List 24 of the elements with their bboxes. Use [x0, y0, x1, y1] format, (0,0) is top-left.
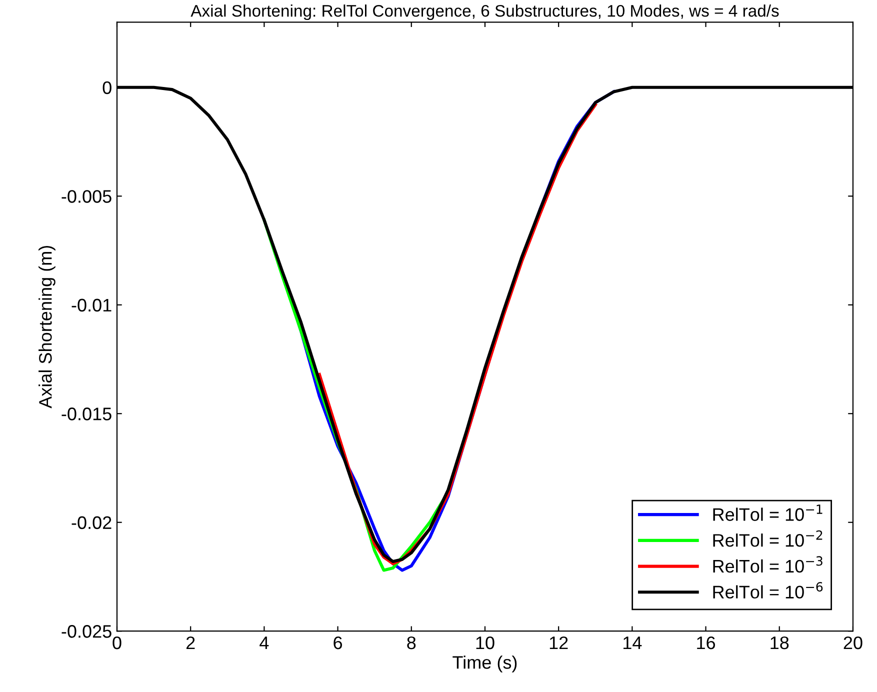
x-tick-label: 20 — [844, 636, 862, 650]
x-tick-label: 2 — [186, 636, 195, 650]
y-tick-label: 0 — [102, 81, 112, 94]
x-tick-label: 6 — [334, 636, 342, 650]
x-tick-label: 16 — [697, 636, 716, 650]
chart-title: Axial Shortening: RelTol Convergence, 6 Substructures, 10 Modes, ws = 4 rad/s — [190, 4, 779, 20]
x-tick-label: 4 — [260, 636, 269, 650]
x-tick-label: 10 — [476, 636, 494, 650]
legend-label: RelTol = 10$^{−6}$ — [713, 582, 823, 599]
legend-label: RelTol = 10$^{−2}$ — [713, 530, 822, 547]
legend-label: RelTol = 10$^{−3}$ — [713, 556, 822, 573]
y-tick-label: -0.025 — [62, 625, 112, 638]
x-tick-label: 8 — [407, 636, 416, 650]
x-tick-label: 0 — [112, 636, 122, 650]
x-tick-label: 14 — [624, 636, 642, 650]
legend-label: RelTol = 10$^{−1}$ — [713, 504, 822, 521]
x-tick-label: 12 — [550, 636, 568, 650]
x-axis-title: Time (s) — [452, 656, 517, 672]
y-tick-label: -0.02 — [72, 516, 112, 530]
x-tick-label: 18 — [770, 636, 789, 650]
y-tick-label: -0.015 — [62, 408, 112, 420]
y-axis-title: Axial Shortening (m) — [38, 246, 56, 408]
y-tick-label: -0.01 — [72, 298, 112, 312]
y-tick-label: -0.005 — [62, 190, 112, 203]
